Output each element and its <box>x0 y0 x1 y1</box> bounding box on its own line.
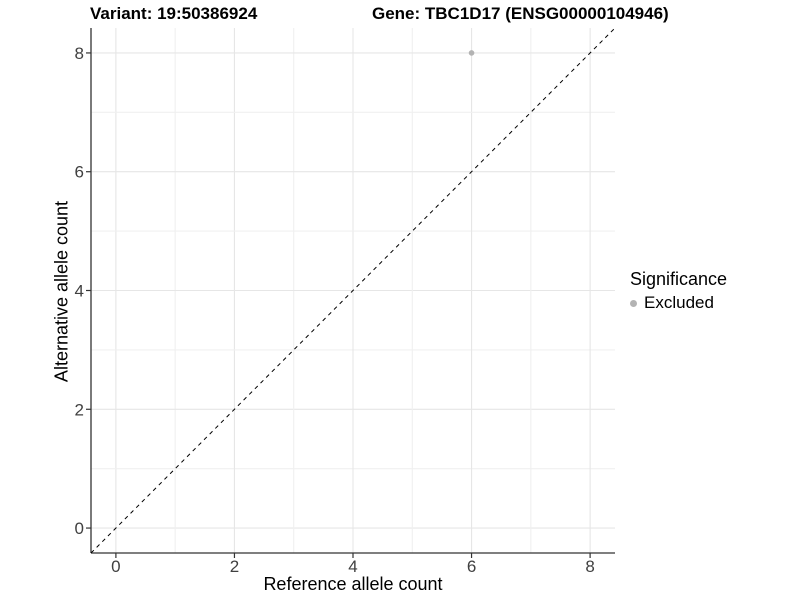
svg-text:4: 4 <box>348 557 357 576</box>
legend-title: Significance <box>630 269 728 289</box>
svg-text:2: 2 <box>230 557 239 576</box>
svg-text:8: 8 <box>75 44 84 63</box>
svg-text:6: 6 <box>467 557 476 576</box>
legend: Significance Excluded <box>630 269 727 313</box>
excluded-point-swatch <box>630 299 637 307</box>
y-axis-label: Alternative allele count <box>51 200 72 383</box>
x-axis-label: Reference allele count <box>263 574 443 594</box>
svg-text:4: 4 <box>75 282 84 301</box>
legend-item-excluded: Excluded <box>630 293 727 313</box>
legend-item-label: Excluded <box>644 293 714 312</box>
svg-text:0: 0 <box>111 557 120 576</box>
svg-text:0: 0 <box>75 519 84 538</box>
variant-title: Variant: 19:50386924 <box>90 4 258 23</box>
svg-text:8: 8 <box>585 557 594 576</box>
svg-text:2: 2 <box>75 400 84 419</box>
svg-text:6: 6 <box>75 163 84 182</box>
gene-title: Gene: TBC1D17 (ENSG00000104946) <box>372 4 669 23</box>
